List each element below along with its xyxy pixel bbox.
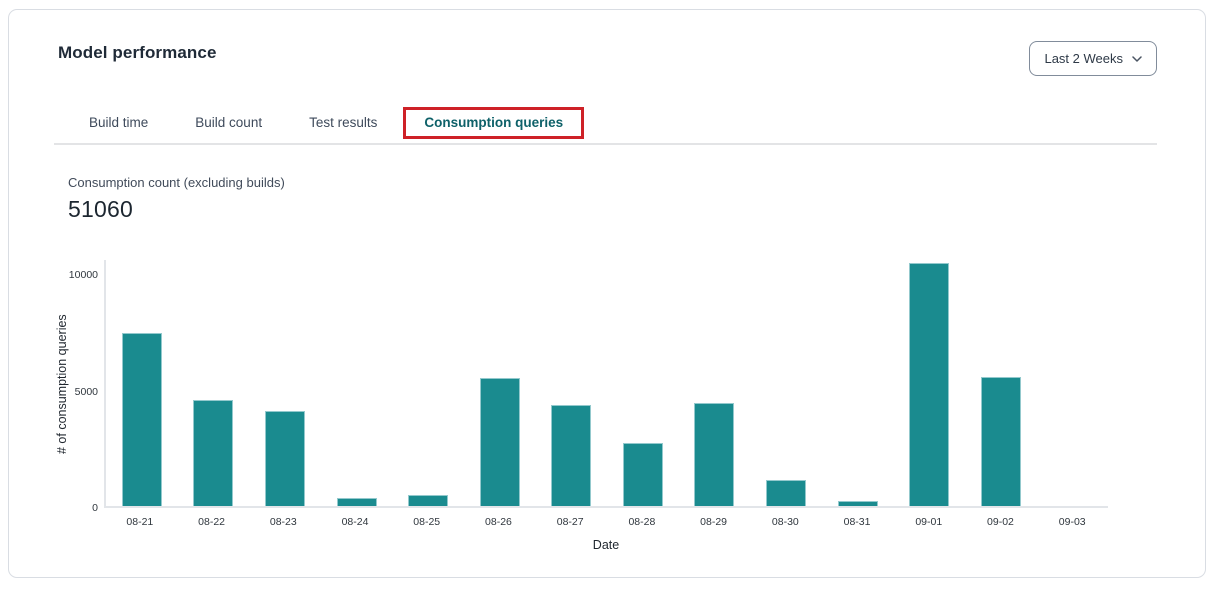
x-axis-title: Date	[592, 538, 620, 552]
x-tick-label: 09-01	[915, 516, 943, 528]
bar-08-30[interactable]	[765, 480, 806, 506]
bar-slot	[535, 260, 607, 506]
y-axis-ticks: 0 5000 10000	[9, 260, 98, 514]
bar-08-29[interactable]	[694, 403, 735, 506]
x-tick-label: 09-02	[987, 516, 1014, 528]
x-tick-label: 08-30	[771, 516, 799, 528]
x-tick-row: 08-21 08-22 08-23 08-24 08-25 08-26 08-27 08-28…	[104, 516, 1108, 528]
page-title: Model performance	[58, 43, 217, 62]
bar-slot	[321, 260, 393, 506]
bar-slot	[178, 260, 250, 506]
bar-slot	[249, 260, 321, 506]
y-tick-label: 10000	[68, 268, 98, 281]
tab-build-time[interactable]: Build time	[89, 114, 148, 132]
bar-08-31[interactable]	[837, 501, 878, 506]
tab-test-results[interactable]: Test results	[309, 114, 377, 132]
bar-08-22[interactable]	[193, 399, 234, 506]
x-tick-label: 08-22	[198, 516, 225, 528]
bar-row	[106, 260, 1108, 506]
metric-label: Consumption count (excluding builds)	[68, 175, 285, 190]
x-tick-label: 08-21	[126, 516, 154, 528]
tab-divider	[54, 143, 1157, 145]
tab-bar: Build time Build count Test results Cons…	[9, 107, 1205, 139]
date-range-selector[interactable]: Last 2 Weeks	[1029, 41, 1157, 76]
bar-slot	[965, 260, 1037, 506]
x-tick-label: 08-31	[843, 516, 871, 528]
y-tick-label: 5000	[74, 385, 98, 398]
chevron-down-icon	[1132, 55, 1142, 62]
bar-slot	[750, 260, 822, 506]
x-tick-label: 08-27	[556, 516, 584, 528]
x-tick-label: 08-25	[413, 516, 441, 528]
x-tick-label: 09-03	[1058, 516, 1086, 528]
bar-08-25[interactable]	[408, 495, 449, 506]
bar-09-01[interactable]	[909, 263, 950, 506]
tab-label: Build time	[89, 115, 149, 130]
bar-slot	[392, 260, 464, 506]
x-tick-label: 08-28	[628, 516, 656, 528]
bar-09-02[interactable]	[980, 377, 1021, 506]
bar-slot	[893, 260, 965, 506]
bar-slot	[106, 260, 178, 506]
bar-08-23[interactable]	[264, 411, 305, 506]
x-tick-label: 08-23	[269, 516, 297, 528]
date-range-label: Last 2 Weeks	[1044, 51, 1123, 66]
tab-label: Consumption queries	[424, 115, 564, 130]
bar-08-21[interactable]	[121, 332, 162, 506]
bar-08-26[interactable]	[479, 378, 520, 506]
x-tick-label: 08-26	[485, 516, 512, 528]
x-tick-label: 08-24	[341, 516, 369, 528]
x-tick-label: 08-29	[700, 516, 728, 528]
bar-slot	[822, 260, 894, 506]
model-performance-card: Model performance Last 2 Weeks Build tim…	[8, 9, 1206, 578]
bar-slot	[1037, 260, 1109, 506]
metric-value: 51060	[68, 196, 133, 222]
bar-chart-plot-area	[104, 260, 1108, 508]
tab-label: Test results	[309, 115, 378, 130]
bar-slot	[679, 260, 751, 506]
tab-consumption-queries[interactable]: Consumption queries	[403, 107, 585, 139]
bar-slot	[464, 260, 536, 506]
tab-build-count[interactable]: Build count	[195, 114, 262, 132]
y-tick-label: 0	[92, 502, 98, 514]
bar-08-24[interactable]	[336, 498, 377, 506]
bar-08-28[interactable]	[622, 443, 663, 506]
bar-08-27[interactable]	[551, 404, 592, 506]
bar-slot	[607, 260, 679, 506]
tab-label: Build count	[195, 115, 263, 130]
